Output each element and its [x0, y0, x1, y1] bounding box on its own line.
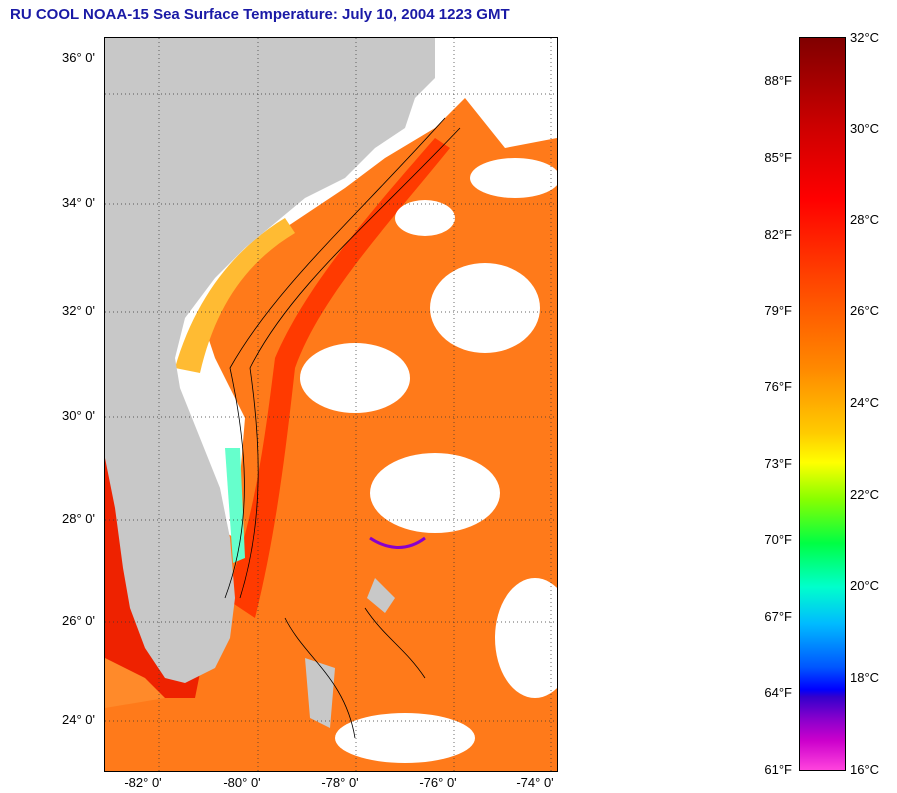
lon-label-80: -80° 0': [223, 775, 261, 790]
lat-label-32: 32° 0': [62, 303, 95, 318]
colorbar-f-64: 64°F: [764, 685, 792, 700]
colorbar-c-24: 24°C: [850, 395, 880, 410]
colorbar-f-88: 88°F: [764, 73, 792, 88]
lon-label-82: -82° 0': [124, 775, 162, 790]
lon-label-78: -78° 0': [321, 775, 359, 790]
colorbar-f-85: 85°F: [764, 150, 792, 165]
lon-label-74: -74° 0': [516, 775, 554, 790]
lat-label-30: 30° 0': [62, 408, 95, 423]
colorbar-f-79: 79°F: [764, 303, 792, 318]
colorbar-f-61: 61°F: [764, 762, 792, 777]
colorbar-c-22: 22°C: [850, 487, 880, 502]
colorbar-f-76: 76°F: [764, 379, 792, 394]
colorbar-c-26: 26°C: [850, 303, 880, 318]
colorbar-f-67: 67°F: [764, 609, 792, 624]
lat-label-26: 26° 0': [62, 613, 95, 628]
lat-label-24: 24° 0': [62, 712, 95, 727]
lon-label-76: -76° 0': [419, 775, 457, 790]
temperature-colorbar: [799, 37, 846, 771]
colorbar-f-82: 82°F: [764, 227, 792, 242]
colorbar-f-73: 73°F: [764, 456, 792, 471]
map-title: RU COOL NOAA-15 Sea Surface Temperature:…: [10, 6, 510, 23]
colorbar-c-32: 32°C: [850, 30, 880, 45]
sst-map-graphic: [105, 38, 557, 771]
colorbar-c-30: 30°C: [850, 121, 880, 136]
lat-label-28: 28° 0': [62, 511, 95, 526]
lat-label-36: 36° 0': [62, 50, 95, 65]
sst-map: [104, 37, 558, 772]
colorbar-c-28: 28°C: [850, 212, 880, 227]
colorbar-c-16: 16°C: [850, 762, 880, 777]
lat-label-34: 34° 0': [62, 195, 95, 210]
colorbar-f-70: 70°F: [764, 532, 792, 547]
colorbar-c-20: 20°C: [850, 578, 880, 593]
colorbar-c-18: 18°C: [850, 670, 880, 685]
